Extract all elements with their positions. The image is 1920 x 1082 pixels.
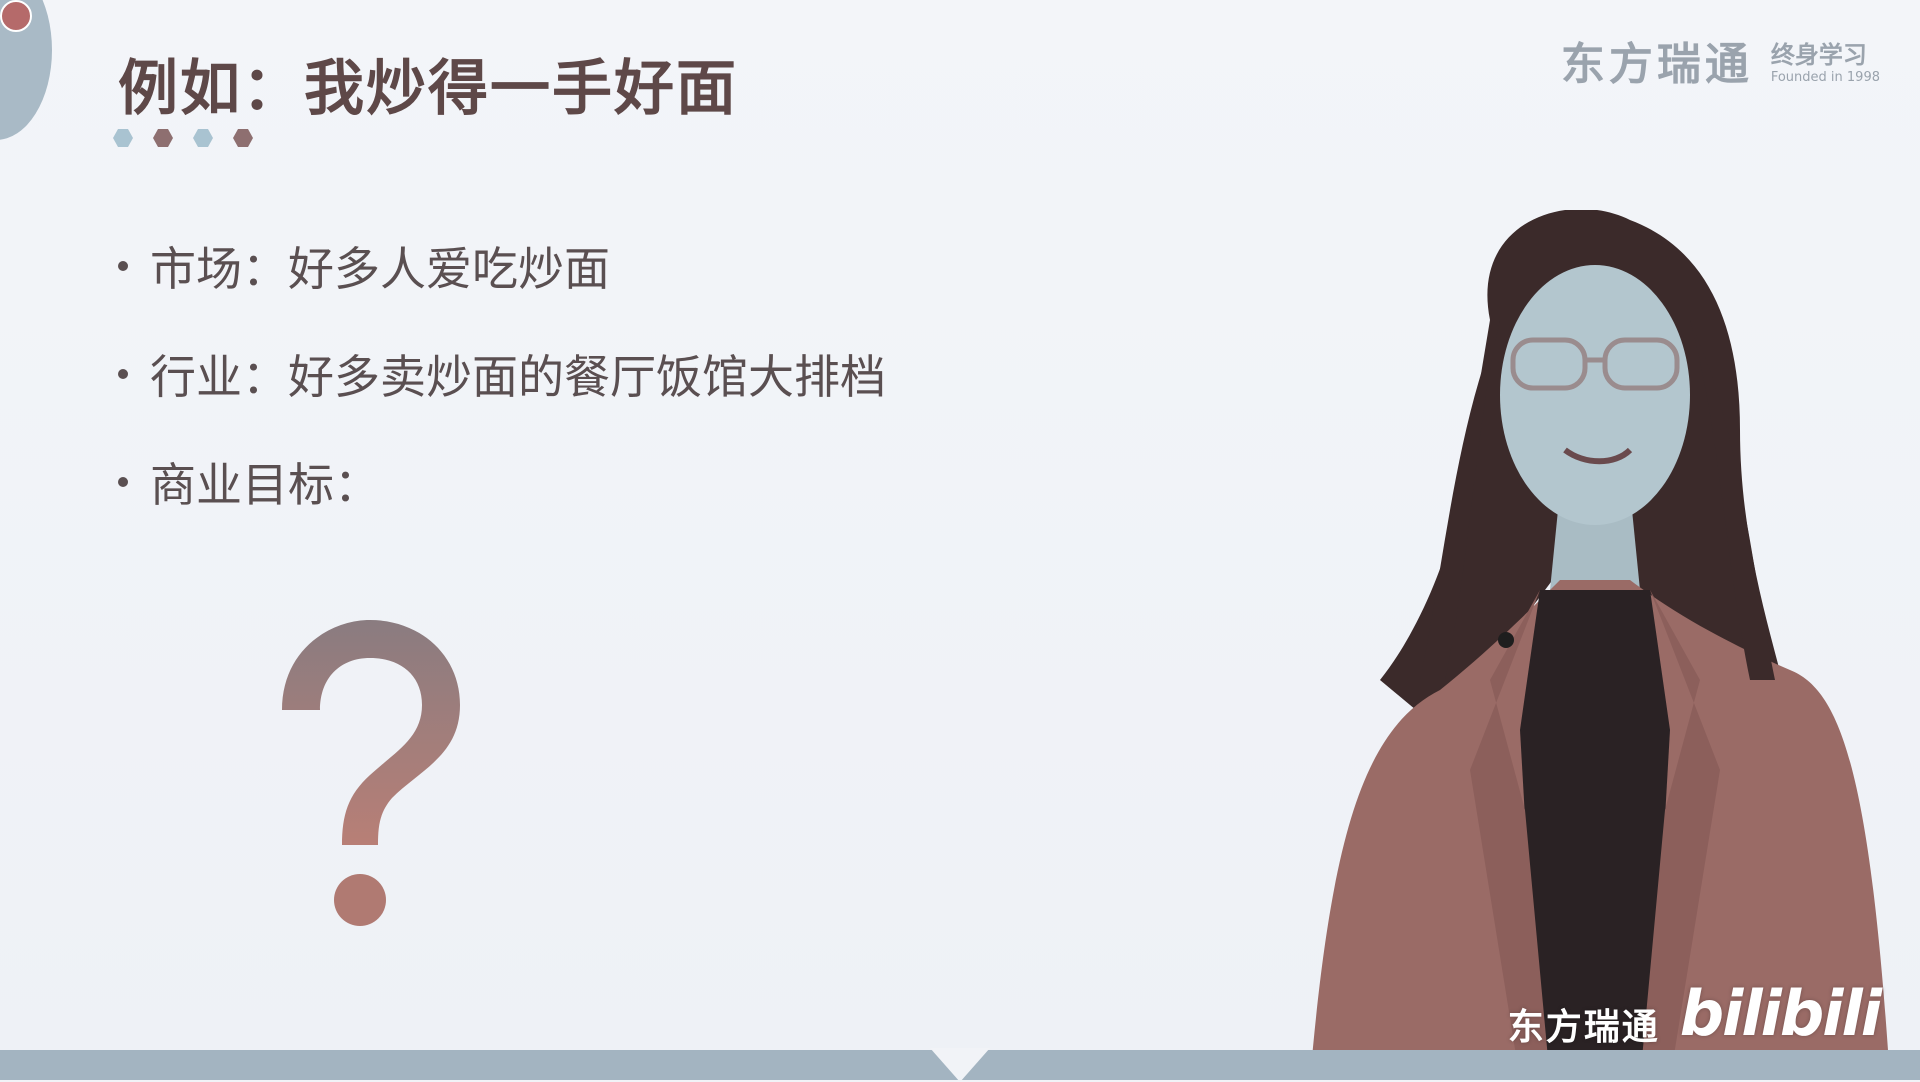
logo-brand-text: 东方瑞通: [1560, 39, 1753, 90]
bullet-label: 市场：: [150, 242, 288, 296]
watermark-brand: 东方瑞通: [1507, 1007, 1660, 1048]
bullet-item-industry: 行业： 好多卖炒面的餐厅饭馆大排档: [118, 320, 886, 428]
video-watermark: 东方瑞通 bilibili: [1507, 977, 1882, 1050]
hexagon-decoration: [113, 128, 253, 148]
watermark-platform: bilibili: [1679, 977, 1882, 1050]
bullet-label: 商业目标：: [150, 458, 380, 512]
bullet-text: 好多卖炒面的餐厅饭馆大排档: [288, 350, 886, 404]
bullet-dot-icon: [118, 261, 128, 271]
bullet-dot-icon: [118, 369, 128, 379]
bullet-text: 好多人爱吃炒面: [288, 242, 610, 296]
bullet-item-market: 市场： 好多人爱吃炒面: [118, 212, 886, 320]
slide-title: 例如：我炒得一手好面: [118, 54, 738, 124]
hexagon-icon: [113, 129, 133, 147]
menu-icon[interactable]: [0, 0, 32, 32]
bullet-list: 市场： 好多人爱吃炒面 行业： 好多卖炒面的餐厅饭馆大排档 商业目标：: [118, 212, 886, 536]
logo-founded: Founded in 1998: [1770, 70, 1880, 85]
hexagon-icon: [193, 129, 213, 147]
bullet-item-business-goal: 商业目标：: [118, 428, 886, 536]
hexagon-icon: [233, 129, 253, 147]
presenter-image: [1310, 210, 1890, 1080]
hexagon-icon: [153, 129, 173, 147]
bullet-dot-icon: [118, 477, 128, 487]
brand-logo: 东方瑞通 终身学习 Founded in 1998: [1561, 28, 1880, 92]
question-mark-icon: [282, 620, 460, 926]
bullet-label: 行业：: [150, 350, 288, 404]
logo-subtitle: 终身学习: [1770, 41, 1867, 69]
